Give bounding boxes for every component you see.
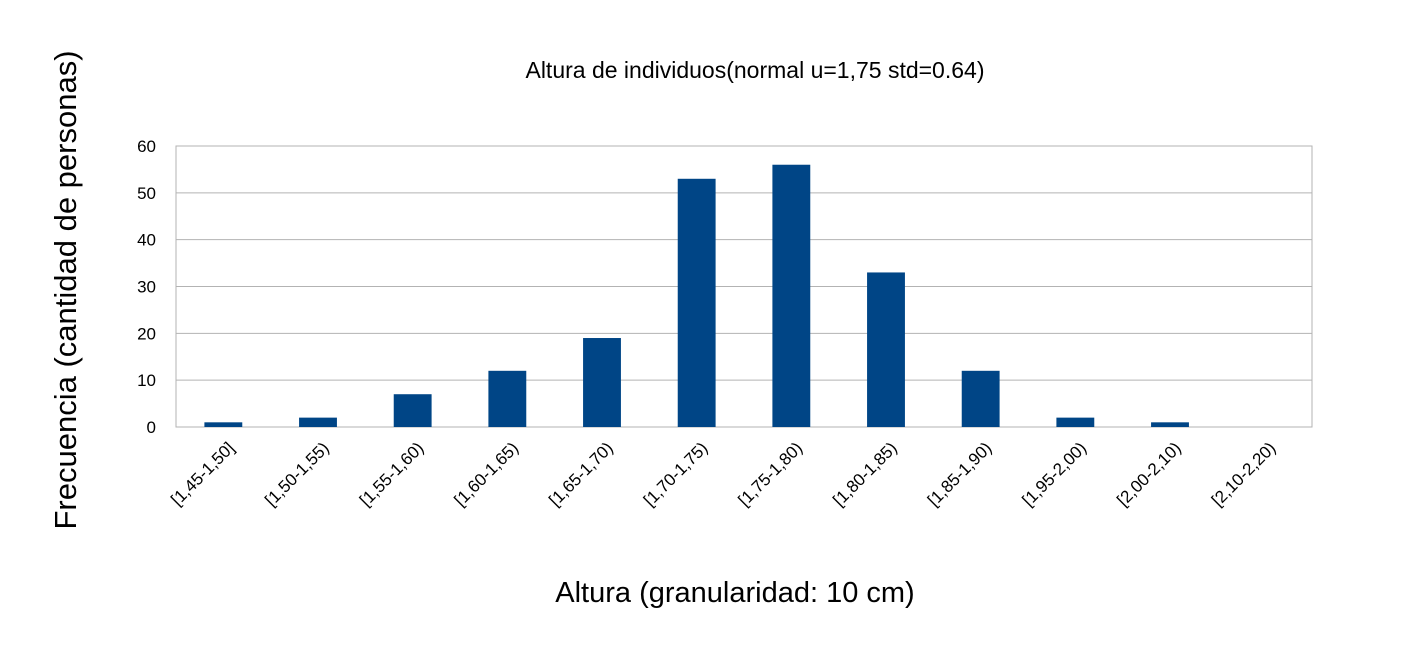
- plot-area-border: [175, 145, 1313, 428]
- x-tick-label: [1,50-1,55): [261, 438, 333, 510]
- bar: [299, 417, 337, 427]
- bars: [204, 164, 1189, 427]
- grid-lines: [176, 192, 1312, 381]
- y-axis-label: Frecuencia (cantidad de personas): [48, 50, 83, 529]
- y-tick-label: 20: [137, 324, 156, 343]
- x-tick-label: [1,95-2,00): [1019, 438, 1091, 510]
- y-tick-label: 60: [137, 137, 156, 156]
- y-tick-label: 0: [147, 418, 156, 437]
- bar: [772, 164, 811, 427]
- bar: [1056, 417, 1095, 427]
- bar: [488, 370, 527, 427]
- x-tick-label: [1,85-1,90): [924, 438, 996, 510]
- y-tick-label: 40: [137, 231, 156, 250]
- x-tick-label: [1,45-1,50]: [167, 438, 238, 509]
- x-tick-label: [1,60-1,65): [451, 438, 523, 510]
- bar: [677, 178, 716, 427]
- chart-title: Altura de individuos(normal u=1,75 std=0…: [525, 57, 984, 83]
- x-axis-ticks: [1,45-1,50] [1,50-1,55) [1,55-1,60) [1,60-1…: [167, 438, 1279, 510]
- x-tick-label: [2,00-2,10): [1113, 438, 1185, 510]
- y-tick-label: 30: [137, 278, 156, 297]
- x-tick-label: [1,55-1,60): [356, 438, 428, 510]
- bar: [393, 394, 432, 427]
- x-axis-label: Altura (granularidad: 10 cm): [555, 577, 914, 609]
- y-axis-ticks: 0 10 20 30 40 50 60: [137, 137, 156, 437]
- bar: [961, 370, 1000, 427]
- y-tick-label: 10: [137, 371, 156, 390]
- bar: [867, 272, 905, 427]
- x-tick-label: [1,80-1,85): [829, 438, 901, 510]
- x-tick-label: [1,75-1,80): [735, 438, 807, 510]
- bar: [1151, 422, 1189, 427]
- x-tick-label: [1,65-1,70): [545, 438, 617, 510]
- x-tick-label: [1,70-1,75): [640, 438, 712, 510]
- bar: [204, 422, 243, 427]
- y-tick-label: 50: [137, 184, 156, 203]
- bar: [583, 338, 621, 427]
- x-tick-label: [2,10-2,20): [1208, 438, 1280, 510]
